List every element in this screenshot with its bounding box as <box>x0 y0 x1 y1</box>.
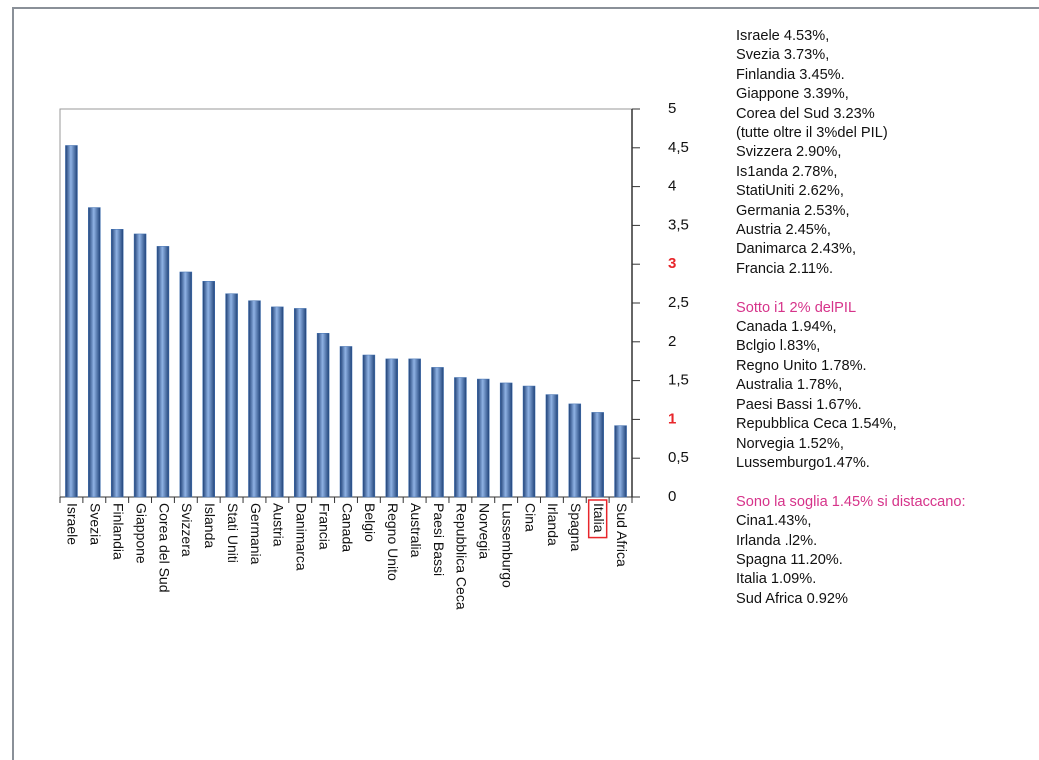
bar <box>110 229 124 498</box>
note-heading: Sotto i1 2% delPIL <box>736 299 857 316</box>
note-line: Australia 1.78%, <box>736 377 843 394</box>
x-tick-label: Germania <box>248 503 264 565</box>
x-tick-label: Paesi Bassi <box>431 503 447 576</box>
note-line: Svezia 3.73%, <box>736 47 830 64</box>
bar <box>225 293 238 498</box>
note-group: Israele 4.53%, Svezia 3.73%, Finlandia 3.4… <box>736 27 966 279</box>
y-tick-label: 5 <box>668 100 676 117</box>
x-tick-label: Repubblica Ceca <box>454 503 470 610</box>
x-tick-label: Svizzera <box>179 503 195 557</box>
bar <box>88 207 101 498</box>
note-line: Lussemburgo1.47%. <box>736 454 870 471</box>
bar <box>202 281 215 498</box>
bar <box>271 306 284 498</box>
x-tick-label: Cina <box>522 503 538 532</box>
note-line: Francia 2.11%. <box>736 260 834 277</box>
bar <box>591 412 604 498</box>
note-line: Norvegia 1.52%, <box>736 435 844 452</box>
bar <box>408 358 421 498</box>
x-tick-label: Australia <box>408 503 424 558</box>
x-tick-label: Canada <box>339 503 355 552</box>
x-tick-label: Stati Uniti <box>225 503 241 563</box>
note-line: Regno Unito 1.78%. <box>736 357 867 374</box>
note-line: Canada 1.94%, <box>736 319 837 336</box>
bar <box>156 246 170 498</box>
note-line: Irlanda .l2%. <box>736 532 818 549</box>
note-line: Israele 4.53%, <box>736 28 830 44</box>
bar <box>179 271 193 498</box>
note-line: StatiUniti 2.62%, <box>736 183 844 200</box>
note-line: Paesi Bassi 1.67%. <box>736 396 862 413</box>
bar <box>133 233 147 498</box>
y-tick-label: 0,5 <box>668 449 689 466</box>
y-tick-label: 4 <box>668 178 676 195</box>
x-tick-label: Norvegia <box>477 503 493 559</box>
frame <box>12 7 1039 760</box>
x-tick-label: Belgio <box>362 503 378 542</box>
x-tick-label: Giappone <box>133 503 149 564</box>
y-tick-label: 1,5 <box>668 372 689 389</box>
note-group: Sotto i1 2% delPIL Canada 1.94%, Bclgio l.… <box>736 299 966 474</box>
note-line: Austria 2.45%, <box>736 222 831 239</box>
note-line: Bclgio l.83%, <box>736 338 821 355</box>
bar <box>522 385 536 498</box>
x-tick-label: Danimarca <box>294 503 310 571</box>
note-line: Svizzera 2.90%, <box>736 144 842 161</box>
chart: 0 0,5 1 1,5 2 2,5 3 3,5 4 4,5 5 Israele Svezia Finlan… <box>59 100 689 610</box>
note-line: (tutte oltre il 3%del PIL) <box>736 125 888 142</box>
y-tick-label: 3,5 <box>668 216 689 233</box>
note-line: Italia 1.09%. <box>736 571 817 588</box>
note-line: Cina1.43%, <box>736 513 812 530</box>
bar <box>293 308 307 498</box>
x-tick-label: Spagna <box>568 503 584 551</box>
note-line: Germania 2.53%, <box>736 202 850 219</box>
bar <box>316 333 330 498</box>
notes: Israele 4.53%, Svezia 3.73%, Finlandia 3.4… <box>736 27 966 629</box>
y-tick-label: 4,5 <box>668 139 689 156</box>
note-line: Danimarca 2.43%, <box>736 241 857 258</box>
category-box <box>587 499 608 539</box>
bar <box>362 354 376 498</box>
note-line: Corea del Sud 3.23% <box>736 105 875 122</box>
x-tick-label: Finlandia <box>110 503 126 560</box>
bar <box>385 358 399 498</box>
x-tick-label: Islanda <box>202 503 218 548</box>
bar <box>545 394 559 498</box>
x-tick-label: Irlanda <box>545 503 561 546</box>
x-tick-label: Lussemburgo <box>499 503 515 588</box>
bar <box>248 300 261 498</box>
bar <box>614 425 627 498</box>
bar <box>65 145 78 498</box>
x-tick-label: Corea del Sud <box>156 503 172 593</box>
bar <box>568 403 582 498</box>
x-tick-label: Francia <box>316 503 332 550</box>
note-line: Repubblica Ceca 1.54%, <box>736 416 897 433</box>
bar <box>499 382 513 498</box>
bar <box>431 367 444 498</box>
note-heading: Sono la soglia 1.45% si distaccano: <box>736 493 966 510</box>
x-tick-label: Svezia <box>88 503 104 545</box>
note-line: Finlandia 3.45%. <box>736 66 845 83</box>
x-tick-label: Regno Unito <box>385 503 401 581</box>
y-tick-label: 2 <box>668 333 676 350</box>
x-tick-label: Sud Africa <box>614 503 630 567</box>
x-tick-label: Israele <box>65 503 81 545</box>
bar <box>339 346 353 498</box>
y-tick-label: 2,5 <box>668 294 689 311</box>
y-tick-label: 0 <box>668 488 676 505</box>
note-line: Spagna 11.20%. <box>736 551 843 568</box>
note-line: Sud Africa 0.92% <box>736 590 848 607</box>
bar <box>477 378 490 498</box>
x-tick-label: Italia <box>591 503 607 533</box>
y-tick-label: 1 <box>668 410 676 427</box>
note-line: Giappone 3.39%, <box>736 86 849 103</box>
note-line: Is1anda 2.78%, <box>736 163 838 180</box>
y-tick-label: 3 <box>668 255 676 272</box>
x-tick-label: Austria <box>271 503 287 547</box>
note-group: Sono la soglia 1.45% si distaccano: Cina1… <box>736 493 966 609</box>
bar <box>454 377 467 498</box>
